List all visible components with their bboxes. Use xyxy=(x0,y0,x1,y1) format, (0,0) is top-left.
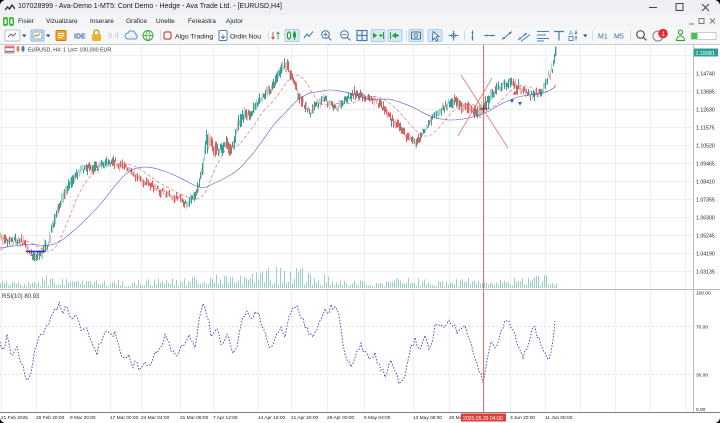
svg-text:1.14740: 1.14740 xyxy=(696,72,715,78)
svg-text:31 Mar 08:00: 31 Mar 08:00 xyxy=(180,415,209,421)
svg-text:24 Mar 04:00: 24 Mar 04:00 xyxy=(141,415,170,421)
svg-text:1: 1 xyxy=(662,31,666,38)
svg-text:17 Mar 00:00: 17 Mar 00:00 xyxy=(110,415,139,421)
svg-text:1.03135: 1.03135 xyxy=(696,270,715,276)
svg-text:30.00: 30.00 xyxy=(696,373,708,379)
svg-text:1.10520: 1.10520 xyxy=(696,144,715,150)
svg-text:Algo Trading: Algo Trading xyxy=(175,34,213,41)
svg-text:0.00: 0.00 xyxy=(696,407,706,413)
svg-text:11 Jun 00:00: 11 Jun 00:00 xyxy=(545,415,573,421)
svg-text:7 Apr 12:00: 7 Apr 12:00 xyxy=(213,415,238,421)
svg-text:1.09465: 1.09465 xyxy=(696,162,715,168)
svg-text:1.12630: 1.12630 xyxy=(696,108,715,114)
svg-text:Ordin Nou: Ordin Nou xyxy=(230,34,261,41)
svg-text:13 May 08:00: 13 May 08:00 xyxy=(413,415,442,421)
svg-text:M1: M1 xyxy=(598,34,608,41)
svg-text:1.08410: 1.08410 xyxy=(696,180,715,186)
svg-text:1.11575: 1.11575 xyxy=(696,126,714,132)
svg-text:21 Feb 2025: 21 Feb 2025 xyxy=(1,415,28,421)
svg-text:2025.05.29 04:00: 2025.05.29 04:00 xyxy=(463,416,503,422)
svg-text:29 Apr 00:00: 29 Apr 00:00 xyxy=(327,415,355,421)
svg-text:EURUSD, H4: 1 Lot= 100,000 EU: EURUSD, H4: 1 Lot= 100,000 EUR xyxy=(28,48,111,54)
svg-text:9 Mar 20:00: 9 Mar 20:00 xyxy=(70,415,96,421)
svg-text:IDE: IDE xyxy=(74,34,86,41)
svg-text:70.00: 70.00 xyxy=(696,325,708,331)
svg-text:1.15081: 1.15081 xyxy=(696,51,716,57)
svg-text:1.13685: 1.13685 xyxy=(696,90,715,96)
svg-text:6 May 04:00: 6 May 04:00 xyxy=(364,415,391,421)
svg-text:1.05245: 1.05245 xyxy=(696,234,715,240)
svg-text:100.00: 100.00 xyxy=(696,291,711,297)
svg-text:1.06300: 1.06300 xyxy=(696,216,715,222)
svg-text:21 Apr 20:00: 21 Apr 20:00 xyxy=(291,415,319,421)
svg-text:14 Apr 16:00: 14 Apr 16:00 xyxy=(258,415,286,421)
svg-text:28 Feb 20:00: 28 Feb 20:00 xyxy=(36,415,65,421)
svg-text:RSI(10) 80.93: RSI(10) 80.93 xyxy=(2,294,40,300)
svg-text:1.07355: 1.07355 xyxy=(696,198,715,204)
svg-text:1.04190: 1.04190 xyxy=(696,252,715,258)
svg-text:A: A xyxy=(569,31,573,37)
svg-text:M5: M5 xyxy=(614,34,624,41)
svg-text:3 Jun 20:00: 3 Jun 20:00 xyxy=(510,415,535,421)
